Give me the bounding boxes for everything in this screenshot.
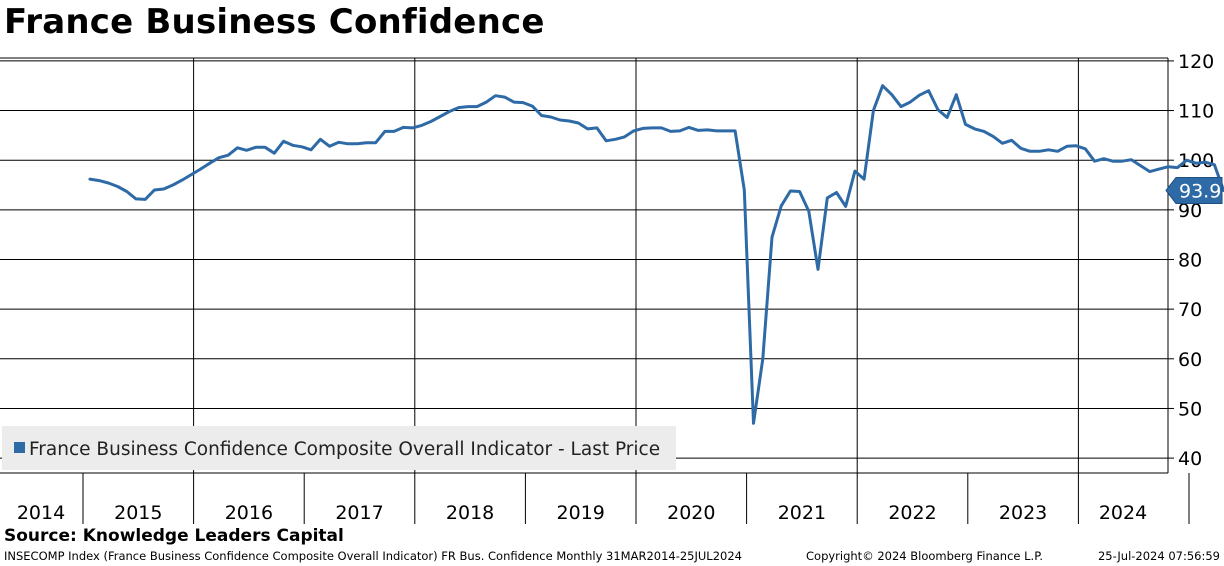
x-tick-label: 2023 — [999, 502, 1047, 524]
y-tick-label: 110 — [1178, 101, 1214, 123]
y-tick-label: 40 — [1178, 448, 1202, 470]
x-tick-label: 2018 — [446, 502, 494, 524]
last-value-badge: 93.9 — [1165, 176, 1223, 204]
footer-description: INSECOMP Index (France Business Confiden… — [4, 549, 742, 563]
x-tick-label: 2017 — [335, 502, 383, 524]
source-note: Source: Knowledge Leaders Capital — [4, 526, 344, 546]
x-tick-label: 2019 — [557, 502, 605, 524]
x-tick-label: 2014 — [17, 502, 65, 524]
x-tick-label: 2016 — [225, 502, 273, 524]
footer-timestamp: 25-Jul-2024 07:56:59 — [1097, 549, 1220, 563]
y-tick-label: 70 — [1178, 299, 1202, 321]
x-tick-label: 2021 — [778, 502, 826, 524]
x-axis: 2014 2015 2016 2017 2018 2019 2020 2021 2022 2023… — [0, 472, 1190, 524]
y-tick-label: 60 — [1178, 349, 1202, 371]
last-value-label: 93.9 — [1179, 180, 1221, 202]
x-tick-label: 2015 — [114, 502, 162, 524]
legend-background — [2, 426, 676, 470]
x-tick-label: 2022 — [888, 502, 936, 524]
y-tick-label: 100 — [1178, 150, 1214, 172]
legend-swatch — [14, 442, 25, 453]
legend: France Business Confidence Composite Ove… — [2, 426, 676, 470]
footer-copyright: Copyright© 2024 Bloomberg Finance L.P. — [806, 549, 1043, 563]
series-line — [88, 84, 1224, 425]
y-tick-label: 80 — [1178, 250, 1202, 272]
y-axis: 40 50 60 70 80 90 100 110 120 — [1167, 51, 1214, 473]
x-tick-label: 2020 — [667, 502, 715, 524]
y-tick-label: 120 — [1178, 51, 1214, 73]
y-tick-label: 90 — [1178, 200, 1202, 222]
y-tick-label: 50 — [1178, 398, 1202, 420]
grid — [0, 57, 1168, 473]
x-tick-label: 2024 — [1099, 502, 1147, 524]
chart-title: France Business Confidence — [4, 2, 545, 42]
legend-label: France Business Confidence Composite Ove… — [29, 439, 660, 460]
